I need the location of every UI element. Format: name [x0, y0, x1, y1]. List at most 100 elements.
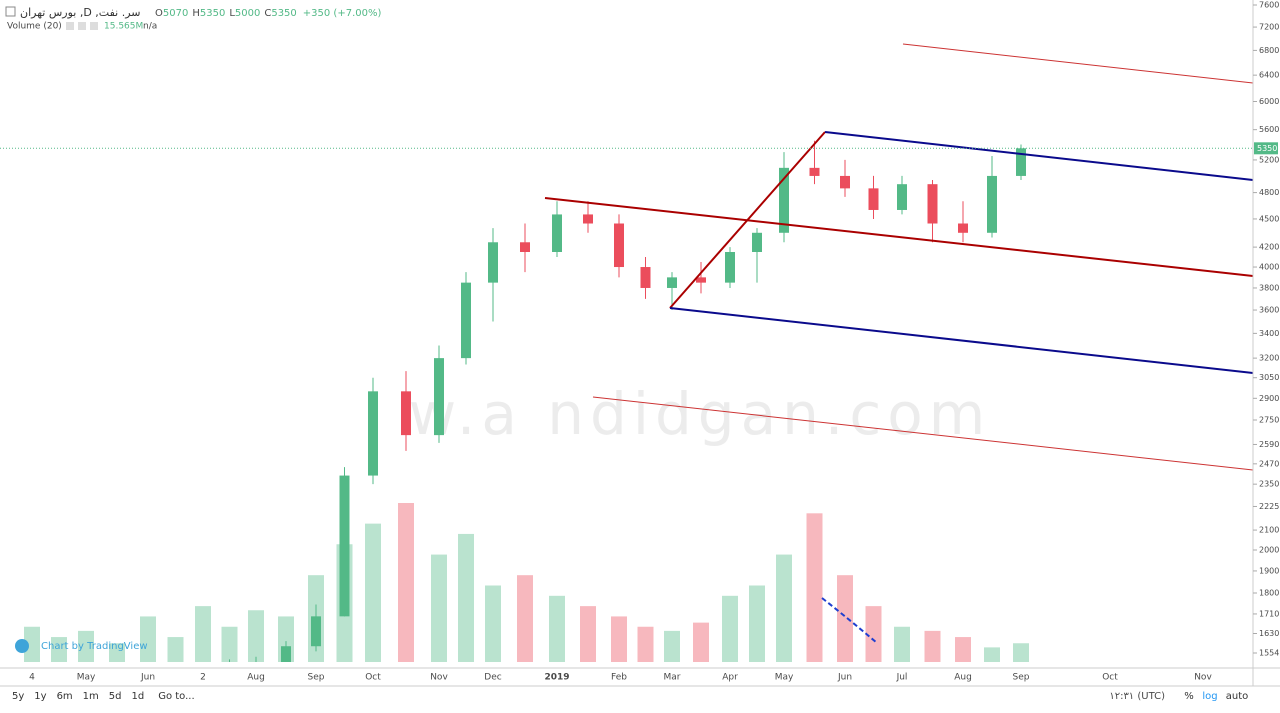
symbol: بورس تهران ,D ,سر. نفت	[20, 6, 141, 19]
scale-button[interactable]: %	[1184, 691, 1194, 702]
scale-button[interactable]: auto	[1226, 691, 1249, 702]
candle-body	[339, 475, 350, 617]
candle-body	[614, 223, 624, 268]
x-tick-label: Sep	[1013, 673, 1030, 683]
candle-body	[552, 214, 562, 252]
icon[interactable]	[78, 22, 86, 30]
volume-bar	[24, 626, 40, 662]
price-pane	[24, 140, 1029, 662]
volume-bar	[485, 585, 501, 662]
branding[interactable]: Chart by TradingView	[41, 641, 148, 652]
ohlc-value: 5350	[200, 8, 225, 19]
y-tick-label: 7600	[1259, 1, 1279, 10]
volume-bar	[693, 622, 709, 662]
volume-na: n/a	[143, 22, 157, 32]
x-tick-label: Feb	[611, 673, 627, 683]
volume-bar	[580, 606, 596, 662]
ohlc-value: 5070	[163, 8, 188, 19]
y-tick-label: 7200	[1259, 23, 1279, 32]
candle-body	[987, 175, 997, 233]
trend-line	[669, 307, 1253, 374]
logo[interactable]	[15, 639, 29, 653]
scale-button[interactable]: log	[1202, 691, 1217, 702]
price-label-box	[1254, 142, 1278, 155]
x-tick-label: Apr	[722, 673, 738, 683]
candle-body	[434, 358, 444, 436]
candle-body	[809, 167, 820, 176]
collapse-icon[interactable]	[5, 6, 16, 17]
toolbar-button[interactable]: Go to...	[158, 691, 194, 702]
candle-body	[640, 267, 651, 288]
x-tick-label: Nov	[1194, 673, 1212, 683]
y-tick-label: 2350	[1259, 480, 1279, 489]
ohlc-value: 5350	[271, 8, 296, 19]
y-tick-label: 1900	[1259, 566, 1279, 575]
y-tick-label: 2470	[1259, 459, 1279, 468]
volume-bar	[1013, 643, 1029, 662]
volume-bar	[955, 637, 971, 662]
volume-bar	[637, 626, 654, 662]
candle-body	[958, 223, 968, 233]
watermark: w.a ndidgan.com	[409, 380, 991, 448]
curve	[821, 597, 878, 644]
volume-bar	[894, 626, 910, 662]
x-tick-label: Aug	[954, 673, 972, 683]
x-tick-label: 4	[29, 673, 35, 683]
toolbar-button[interactable]: 1d	[132, 691, 145, 702]
candle-body	[927, 184, 938, 224]
candle-body	[461, 282, 471, 359]
x-tick-label: 2019	[544, 673, 569, 683]
y-tick-label: 5600	[1259, 125, 1279, 134]
y-tick-label: 2100	[1259, 526, 1279, 535]
toolbar-button[interactable]: 1m	[83, 691, 99, 702]
y-tick-label: 1554	[1259, 649, 1279, 658]
volume-bar	[248, 610, 264, 662]
candle-body	[368, 391, 378, 476]
candle-body	[281, 646, 291, 662]
candle-body	[583, 214, 593, 224]
ohlc-label: O	[155, 8, 163, 19]
y-tick-label: 1630	[1259, 629, 1279, 638]
candle-body	[868, 188, 879, 210]
ohlc-label: L	[229, 8, 235, 19]
y-tick-label: 2750	[1259, 415, 1279, 424]
candle-body	[667, 277, 677, 288]
toolbar-button[interactable]: 6m	[57, 691, 73, 702]
candle-body	[725, 251, 735, 283]
volume-bar	[549, 595, 565, 662]
volume-bar	[458, 533, 474, 662]
volume-bar	[924, 630, 941, 662]
toolbar-button[interactable]: 5d	[109, 691, 122, 702]
candle-body	[488, 242, 498, 283]
y-tick-label: 2000	[1259, 545, 1279, 554]
y-tick-label: 4500	[1259, 214, 1279, 223]
clock: ۱۲:۳۱ (UTC)	[1109, 691, 1165, 702]
y-tick-label: 3400	[1259, 329, 1279, 338]
volume-bar	[109, 643, 125, 662]
y-tick-label: 6800	[1259, 46, 1279, 55]
volume-bar	[365, 523, 381, 662]
x-tick-label: May	[775, 673, 794, 683]
volume-bar	[865, 606, 882, 662]
volume-bar	[431, 554, 447, 662]
toolbar-button[interactable]: 5y	[12, 691, 24, 702]
candle-body	[779, 167, 789, 233]
ohlc-label: C	[264, 8, 271, 19]
trend-line	[592, 396, 1253, 471]
volume-bar	[984, 647, 1000, 662]
volume-bar	[517, 575, 533, 662]
y-tick-label: 6000	[1259, 97, 1279, 106]
volume-bar	[78, 630, 94, 662]
toolbar-button[interactable]: 1y	[34, 691, 46, 702]
y-tick-label: 3800	[1259, 283, 1279, 292]
icon[interactable]	[66, 22, 74, 30]
y-tick-label: 4800	[1259, 188, 1279, 197]
candle-body	[696, 277, 706, 283]
y-tick-label: 4000	[1259, 263, 1279, 272]
x-tick-label: Sep	[308, 673, 325, 683]
y-tick-label: 1710	[1259, 609, 1279, 618]
change: +350 (+7.00%)	[303, 8, 382, 19]
icon[interactable]	[90, 22, 98, 30]
trend-line	[824, 131, 1253, 181]
